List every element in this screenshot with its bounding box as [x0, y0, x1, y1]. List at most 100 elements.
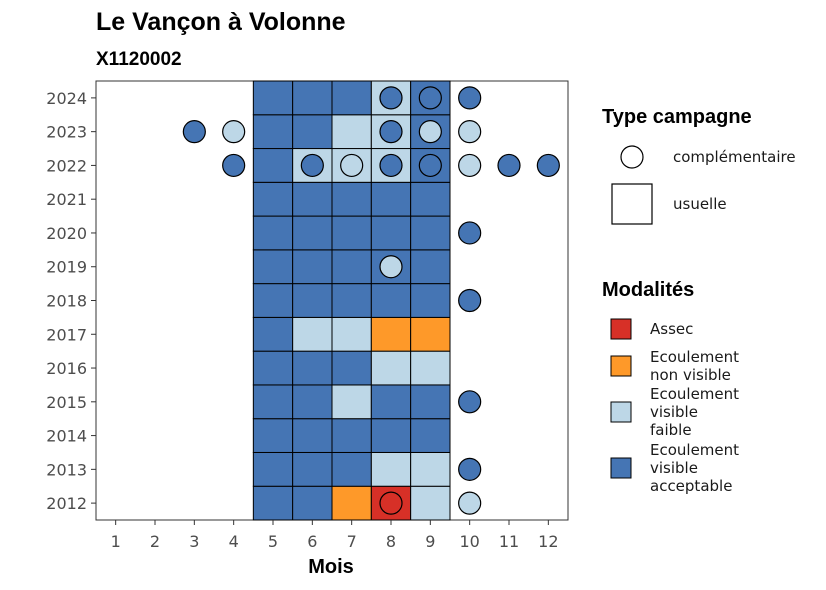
- heatmap-tile: [252, 181, 294, 217]
- heatmap-tile: [252, 215, 294, 251]
- heatmap-tile: [331, 215, 372, 251]
- heatmap-tile: [331, 80, 372, 116]
- x-tick-label: 12: [538, 532, 558, 551]
- legend: Type campagne complémentaire usuelle Moda…: [602, 106, 796, 495]
- y-tick-label: 2018: [46, 292, 87, 311]
- legend-modalite-label-line: visible: [650, 403, 698, 421]
- heatmap-tile: [370, 350, 412, 386]
- data-point: [379, 491, 403, 515]
- x-tick-label: 2: [150, 532, 160, 551]
- heatmap-tile: [410, 316, 451, 352]
- heatmap-tile: [252, 316, 294, 352]
- data-point: [300, 153, 324, 178]
- legend-modalite-label-line: Ecoulement: [650, 385, 739, 403]
- points-layer: [182, 86, 560, 515]
- legend-type-circle-key: [620, 145, 644, 169]
- data-point: [536, 153, 560, 178]
- y-axis: 2012 2013 2014 2015 2016 2017 2018 2019 2020 2021…: [46, 89, 96, 513]
- heatmap-tile: [410, 350, 451, 386]
- heatmap-tile: [370, 283, 412, 318]
- y-tick-label: 2019: [46, 258, 87, 277]
- heatmap-tile: [252, 114, 294, 150]
- heatmap-tile: [370, 418, 412, 453]
- x-tick-label: 6: [307, 532, 317, 551]
- y-tick-label: 2024: [46, 89, 87, 108]
- heatmap-tile: [292, 384, 333, 420]
- legend-modalite-label-line: Ecoulement: [650, 348, 739, 366]
- heatmap-tile: [370, 215, 412, 251]
- heatmap-tile: [292, 181, 333, 217]
- y-tick-label: 2016: [46, 359, 87, 378]
- heatmap-tile: [252, 418, 294, 453]
- heatmap-tile: [410, 418, 451, 453]
- heatmap-tile: [252, 485, 294, 521]
- heatmap-tile: [292, 215, 333, 251]
- data-point: [182, 120, 206, 144]
- data-point: [458, 457, 482, 481]
- heatmap-tile: [331, 451, 372, 487]
- data-point: [222, 120, 246, 144]
- x-tick-label: 8: [386, 532, 396, 551]
- heatmap-tile: [410, 384, 451, 420]
- y-tick-label: 2017: [46, 325, 87, 344]
- heatmap-tile: [370, 451, 412, 487]
- heatmap-tile: [292, 316, 333, 352]
- heatmap-tile: [292, 249, 333, 285]
- y-tick-label: 2020: [46, 224, 87, 243]
- y-tick-label: 2013: [46, 460, 87, 479]
- data-point: [222, 153, 246, 178]
- y-tick-label: 2021: [46, 190, 87, 209]
- legend-modalite-key: [610, 355, 632, 377]
- heatmap-tile: [370, 384, 412, 420]
- legend-modalite-label-line: faible: [650, 421, 692, 439]
- y-tick-label: 2012: [46, 494, 87, 513]
- heatmap-tile: [292, 451, 333, 487]
- legend-modalite-key: [610, 457, 632, 479]
- x-tick-label: 4: [229, 532, 239, 551]
- x-axis-label: Mois: [308, 556, 354, 578]
- legend-modalites-title: Modalités: [602, 279, 694, 301]
- data-point: [497, 153, 521, 178]
- heatmap-tile: [252, 384, 294, 420]
- heatmap-tile: [252, 350, 294, 386]
- heatmap-tile: [331, 316, 372, 352]
- heatmap-tile: [331, 181, 372, 217]
- data-point: [458, 153, 482, 178]
- heatmap-tile: [292, 350, 333, 386]
- data-point: [379, 255, 403, 279]
- data-point: [458, 221, 482, 245]
- heatmap-tile: [331, 350, 372, 386]
- heatmap-tile: [410, 249, 451, 285]
- legend-type-entries: complémentaire usuelle: [611, 145, 796, 225]
- heatmap-tile: [331, 283, 372, 318]
- heatmap-tile: [292, 80, 333, 116]
- heatmap-tile: [292, 114, 333, 150]
- chart-title: Le Vançon à Volonne: [96, 8, 346, 36]
- legend-modalite-label: Ecoulement non visible: [650, 348, 739, 384]
- heatmap-tile: [252, 283, 294, 318]
- data-point: [379, 153, 403, 178]
- heatmap-tile: [370, 181, 412, 217]
- legend-modalite-label-line: Assec: [650, 320, 693, 338]
- legend-modalite-label-line: non visible: [650, 366, 731, 384]
- x-tick-label: 5: [268, 532, 278, 551]
- heatmap-tile: [331, 384, 372, 420]
- data-point: [418, 120, 442, 144]
- data-point: [458, 288, 482, 313]
- heatmap-tile: [252, 249, 294, 285]
- heatmap-tile: [292, 485, 333, 521]
- heatmap-tile: [331, 114, 372, 150]
- data-point: [379, 120, 403, 144]
- heatmap-tile: [292, 283, 333, 318]
- legend-modalite-label: Ecoulement visible faible: [650, 385, 739, 439]
- x-tick-label: 9: [425, 532, 435, 551]
- heatmap-tile: [252, 80, 294, 116]
- legend-type-title: Type campagne: [602, 106, 752, 128]
- heatmap-tile: [410, 215, 451, 251]
- legend-type-square-key: [611, 183, 653, 225]
- legend-type-label: complémentaire: [673, 148, 796, 166]
- legend-modalite-key: [610, 318, 632, 340]
- x-tick-label: 1: [111, 532, 121, 551]
